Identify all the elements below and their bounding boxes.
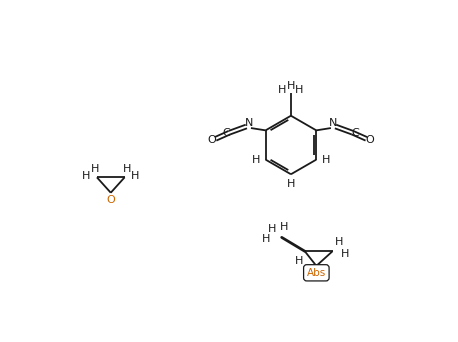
Text: H: H xyxy=(280,222,288,232)
Text: C: C xyxy=(352,129,360,139)
Text: H: H xyxy=(90,164,99,174)
Text: H: H xyxy=(334,237,343,247)
Text: H: H xyxy=(278,85,287,95)
Text: H: H xyxy=(287,81,295,91)
Text: O: O xyxy=(106,195,115,206)
Text: N: N xyxy=(329,118,338,128)
Text: H: H xyxy=(294,256,303,266)
Text: H: H xyxy=(262,234,271,244)
Text: H: H xyxy=(287,179,295,189)
Text: H: H xyxy=(341,249,349,259)
Text: C: C xyxy=(223,129,230,139)
Text: H: H xyxy=(82,171,90,181)
Text: O: O xyxy=(207,135,216,145)
Text: H: H xyxy=(123,164,131,174)
Text: H: H xyxy=(251,155,260,165)
Text: H: H xyxy=(268,224,277,234)
Text: H: H xyxy=(322,155,331,165)
Text: O: O xyxy=(366,135,375,145)
Text: H: H xyxy=(295,85,304,95)
Text: Abs: Abs xyxy=(307,268,326,278)
Text: H: H xyxy=(131,171,140,181)
Text: N: N xyxy=(245,118,253,128)
